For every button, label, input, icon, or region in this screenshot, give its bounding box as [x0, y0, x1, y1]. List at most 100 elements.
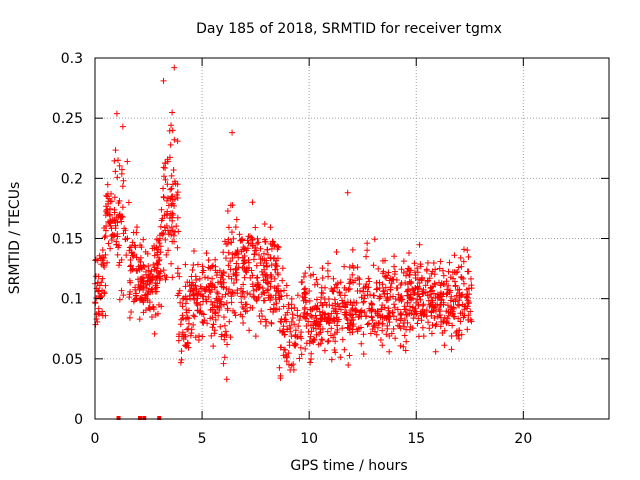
data-point: [332, 338, 339, 345]
data-point: [285, 361, 292, 368]
data-point: [281, 287, 287, 294]
data-point: [138, 278, 145, 285]
data-point: [261, 297, 268, 304]
data-point: [371, 292, 378, 299]
data-point: [247, 304, 254, 311]
data-point: [283, 282, 290, 289]
data-point: [199, 263, 206, 270]
data-point: [113, 110, 120, 117]
data-point: [244, 245, 251, 252]
data-point: [452, 282, 459, 289]
data-point: [324, 267, 331, 274]
data-point: [230, 271, 237, 278]
data-point: [106, 195, 113, 202]
data-point: [130, 265, 137, 272]
data-point: [176, 287, 183, 294]
data-point: [283, 292, 290, 299]
data-point: [203, 298, 210, 305]
data-point: [145, 267, 152, 274]
data-point: [220, 268, 227, 275]
data-point: [113, 214, 120, 221]
data-point: [230, 235, 237, 242]
data-point: [456, 292, 463, 299]
data-point: [156, 239, 163, 246]
data-point: [250, 293, 257, 300]
data-point: [410, 287, 417, 294]
data-point: [398, 311, 405, 318]
data-point: [228, 299, 235, 306]
data-point: [237, 311, 244, 318]
data-point: [103, 192, 110, 199]
zero-point: [137, 416, 142, 420]
data-point: [447, 297, 454, 304]
data-point: [193, 299, 200, 306]
data-point: [151, 252, 158, 259]
data-point: [391, 304, 398, 311]
data-point: [178, 348, 185, 355]
data-point: [382, 257, 389, 264]
data-point: [337, 306, 344, 313]
data-point: [402, 279, 409, 286]
data-point: [378, 306, 385, 313]
data-point: [301, 306, 308, 313]
data-point: [116, 259, 123, 266]
data-point: [275, 288, 282, 295]
data-point: [162, 276, 169, 283]
data-point: [370, 262, 377, 269]
data-point: [269, 241, 276, 248]
data-point: [303, 311, 310, 318]
data-point: [133, 224, 140, 231]
data-point: [186, 292, 193, 299]
data-point: [150, 304, 157, 311]
data-point: [298, 351, 305, 358]
data-point: [300, 273, 307, 280]
data-point: [406, 265, 413, 272]
data-point: [221, 354, 228, 361]
data-point: [220, 276, 227, 283]
data-point: [179, 312, 186, 319]
data-point: [153, 236, 160, 243]
data-point: [438, 296, 445, 303]
data-point: [229, 251, 236, 258]
data-point: [364, 240, 371, 247]
data-point: [285, 305, 292, 312]
data-point: [386, 348, 393, 355]
data-point: [465, 299, 472, 306]
data-point: [425, 319, 432, 326]
data-point: [217, 298, 224, 305]
data-point: [207, 306, 214, 313]
data-point: [310, 336, 317, 343]
data-point: [265, 294, 272, 301]
data-point: [425, 297, 432, 304]
data-point: [228, 229, 235, 236]
data-point: [422, 289, 429, 296]
data-point: [225, 236, 232, 243]
data-point: [267, 224, 274, 231]
data-point: [244, 307, 251, 314]
axis-ticks: 0 0.05 0.1 0.15 0.2 0.25 0.3 0 5 10 15 20: [52, 51, 609, 447]
data-point: [163, 197, 170, 204]
data-point: [234, 247, 241, 254]
data-point: [360, 351, 367, 358]
data-point: [96, 287, 103, 294]
data-point: [317, 329, 324, 336]
data-point: [411, 260, 418, 267]
data-point: [150, 261, 157, 268]
data-point: [432, 348, 439, 355]
data-point: [280, 323, 287, 330]
data-point: [460, 258, 467, 265]
data-point: [228, 239, 235, 246]
data-point: [294, 312, 301, 319]
data-point: [202, 287, 209, 294]
data-point: [408, 279, 415, 286]
data-point: [358, 309, 365, 316]
data-point: [276, 364, 283, 371]
data-point: [273, 262, 280, 269]
data-point: [334, 284, 341, 291]
data-point: [306, 264, 313, 271]
data-point: [262, 322, 269, 329]
data-point: [339, 336, 346, 343]
data-point: [258, 308, 265, 315]
data-point: [449, 322, 456, 329]
data-point: [291, 304, 298, 311]
